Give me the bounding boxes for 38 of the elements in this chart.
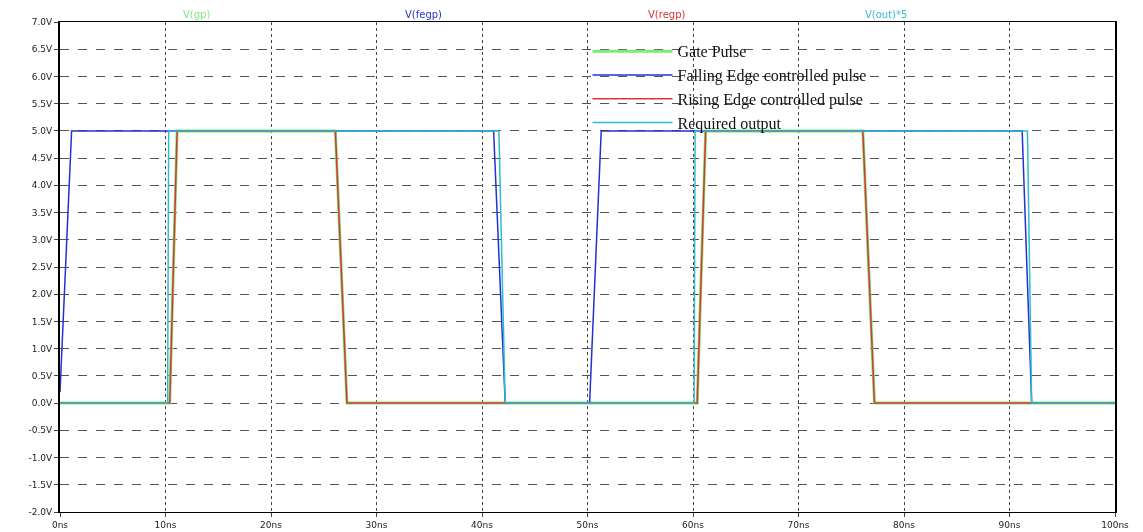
y-tick-label: 1.5V <box>31 316 54 327</box>
legend-label: Gate Pulse <box>677 43 747 61</box>
x-tick-label: 90ns <box>998 519 1021 530</box>
y-tick-label: -0.5V <box>28 425 54 436</box>
y-tick-label: 2.5V <box>31 262 54 273</box>
y-tick-label: 4.5V <box>31 153 54 164</box>
y-tick-label: 2.0V <box>31 289 54 300</box>
y-tick-label: 5.0V <box>31 126 54 137</box>
legend-label: Falling Edge controlled pulse <box>677 67 867 86</box>
y-tick-label: 6.5V <box>31 44 54 55</box>
text: V(regp) <box>648 9 686 20</box>
x-tick-label: 50ns <box>576 519 599 530</box>
y-tick-label: 0.0V <box>31 398 54 409</box>
y-tick-label: 3.5V <box>31 207 54 218</box>
legend-label: Rising Edge controlled pulse <box>677 90 863 109</box>
y-tick-label: -1.5V <box>28 479 54 490</box>
x-tick-label: 60ns <box>682 519 705 530</box>
x-tick-label: 10ns <box>154 519 177 530</box>
x-tick-label: 0ns <box>51 519 69 530</box>
text: V(fegp) <box>405 9 443 20</box>
y-tick-label: -1.0V <box>28 452 54 463</box>
x-tick-label: 100ns <box>1101 519 1130 530</box>
y-tick-label: 0.5V <box>31 371 54 382</box>
y-tick-label: 1.0V <box>31 343 54 354</box>
y-tick-label: 7.0V <box>31 17 54 28</box>
legend-label: Required output <box>677 114 782 133</box>
y-tick-label: 6.0V <box>31 71 54 82</box>
x-tick-label: 40ns <box>471 519 494 530</box>
y-tick-label: 5.5V <box>31 98 54 109</box>
y-tick-label: 3.0V <box>31 234 54 245</box>
x-tick-label: 20ns <box>260 519 283 530</box>
y-tick-label: 4.0V <box>31 180 54 191</box>
y-tick-label: -2.0V <box>28 507 54 518</box>
x-tick-label: 70ns <box>787 519 810 530</box>
x-tick-label: 80ns <box>893 519 916 530</box>
text: V(gp) <box>183 9 211 20</box>
text: V(out)*5 <box>865 9 908 20</box>
x-tick-label: 30ns <box>365 519 388 530</box>
